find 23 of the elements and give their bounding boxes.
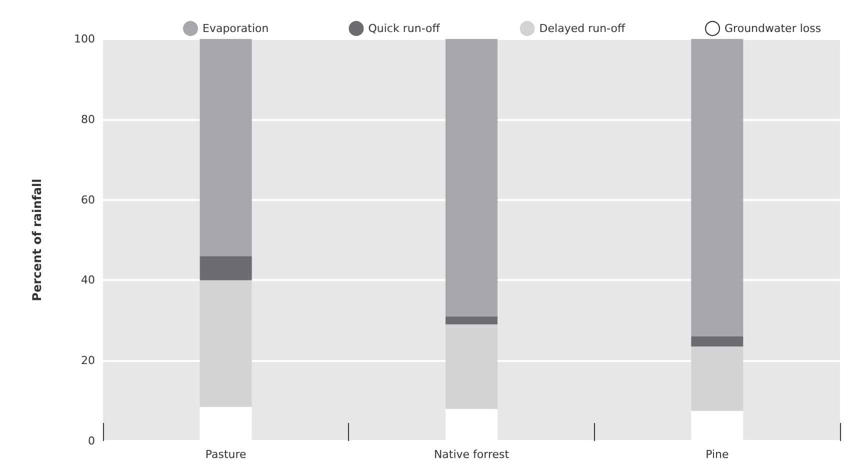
x-tick-label: Native forrest [434, 448, 510, 461]
legend-label: Quick run-off [368, 22, 440, 35]
y-tick-label: 40 [81, 274, 95, 287]
bar [691, 346, 744, 411]
legend-label: Evaporation [202, 22, 269, 35]
y-axis-title: Percent of rainfall [30, 178, 44, 302]
y-tick-label: 0 [88, 434, 95, 448]
y-tick-label: 60 [81, 193, 95, 206]
bar [200, 280, 252, 407]
bar [691, 39, 744, 336]
bar [691, 336, 744, 347]
x-tick-label: Pine [706, 448, 729, 461]
y-tick-label: 20 [81, 354, 95, 368]
bar [446, 324, 498, 409]
bar [200, 39, 252, 256]
x-tick-label: Pasture [205, 448, 247, 461]
y-tick-label: 100 [74, 32, 95, 46]
legend-label: Delayed run-off [539, 22, 626, 35]
legend-label: Groundwater loss [724, 22, 822, 35]
bar [446, 316, 498, 324]
y-tick-label: 80 [81, 112, 95, 126]
bar [446, 39, 498, 316]
bar [200, 256, 252, 280]
